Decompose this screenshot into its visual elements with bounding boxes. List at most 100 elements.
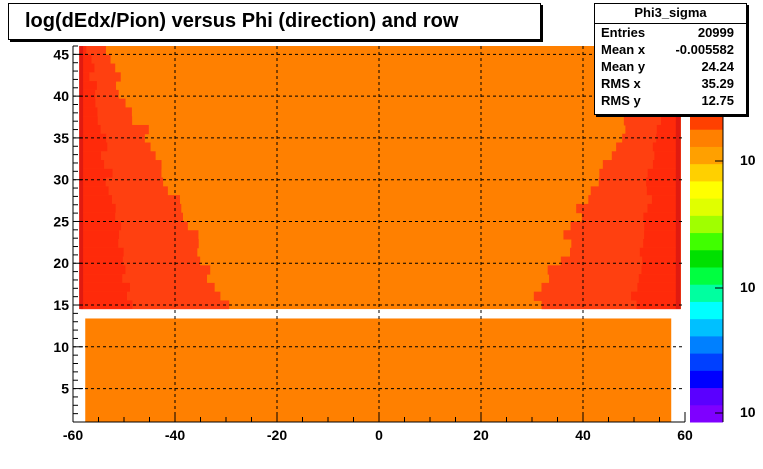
heatmap-cell [80, 247, 124, 258]
stat-value: 20999 [697, 25, 734, 40]
heatmap-cell [541, 282, 680, 293]
heatmap-cell [656, 124, 680, 135]
stat-row-rms-x: RMS x 35.29 [595, 75, 746, 92]
heatmap-cell [80, 151, 102, 161]
heatmap-cell [80, 107, 132, 117]
heatmap-cell [80, 221, 188, 231]
chart-title: log(dEdx/Pion) versus Phi (direction) an… [25, 10, 459, 32]
palette-swatch [690, 249, 723, 268]
y-tick-label: 15 [53, 297, 69, 313]
heatmap-cell [541, 300, 680, 310]
heatmap-cell [80, 212, 184, 222]
heatmap-cell [654, 151, 680, 161]
stat-label: RMS y [601, 93, 641, 108]
palette-tick-label: 10 [740, 404, 756, 420]
heatmap-cell [602, 160, 680, 170]
heatmap-cell [80, 203, 116, 214]
heatmap-cell [675, 46, 681, 310]
heatmap-cell [80, 239, 119, 249]
heatmap-cell [80, 300, 230, 310]
heatmap-cell [80, 168, 113, 179]
heatmap-cell [80, 81, 97, 91]
heatmap-cell [80, 195, 180, 205]
heatmap-cell [563, 230, 680, 240]
heatmap-cell [643, 212, 680, 222]
palette-swatch [690, 353, 723, 371]
stat-label: Entries [601, 25, 646, 40]
x-tick-label: 0 [375, 427, 383, 443]
heatmap-cell [80, 239, 199, 249]
heatmap-cell [636, 300, 680, 310]
x-tick-label: 40 [575, 427, 591, 443]
heatmap-cell [637, 282, 680, 293]
heatmap-cell [80, 256, 201, 266]
palette-swatch [690, 370, 723, 389]
x-tick-label: -40 [165, 427, 185, 443]
heatmap-cell [80, 63, 95, 73]
heatmap-cell [80, 230, 199, 240]
y-tick-label: 5 [61, 381, 69, 397]
heatmap-cell [646, 177, 680, 187]
heatmap-cell [571, 239, 680, 249]
heatmap-cell [80, 89, 119, 100]
heatmap-cell [80, 160, 105, 170]
y-tick-label: 10 [53, 339, 69, 355]
stat-value: -0.005582 [675, 42, 734, 57]
heatmap-cell [639, 247, 680, 258]
heatmap-cell [647, 203, 680, 214]
heatmap-cell [80, 46, 87, 56]
heatmap-cell [581, 212, 680, 222]
heatmap-cell [80, 72, 121, 82]
palette-swatch [690, 198, 723, 216]
heatmap-cell [80, 168, 162, 179]
palette-swatch [690, 284, 723, 302]
stat-value: 24.24 [701, 59, 734, 74]
palette-swatch [690, 146, 723, 165]
heatmap-cell [80, 300, 133, 310]
heatmap-cell [631, 291, 680, 301]
heatmap-cell [80, 177, 106, 187]
heatmap-cell [80, 256, 123, 266]
palette-swatch [690, 163, 723, 182]
x-tick-labels: -60 -40 -20 0 20 40 60 [63, 427, 693, 443]
heatmap-cell [80, 186, 168, 196]
axes [72, 45, 686, 423]
empty-row-band [73, 309, 685, 319]
x-tick-label: 20 [473, 427, 489, 443]
heatmap-cell [549, 274, 680, 284]
y-tick-label: 25 [53, 213, 69, 229]
x-tick-label: -20 [267, 427, 287, 443]
heatmap-cell [599, 168, 680, 179]
heatmap-cell [533, 291, 680, 301]
heatmap-cell [646, 186, 680, 196]
heatmap-cell [80, 133, 145, 144]
stat-label: Mean x [601, 42, 646, 57]
heatmap-cell [80, 98, 126, 108]
heatmap-cell [560, 256, 680, 266]
heatmap-cell [80, 142, 108, 152]
heatmap-cell [644, 221, 680, 231]
stats-histogram-name: Phi3_sigma [595, 4, 746, 24]
grid-lines [73, 46, 685, 422]
heatmap-cell [80, 203, 182, 214]
heatmap-cell [80, 116, 133, 126]
heatmap-cell [80, 46, 106, 56]
heatmap-cell [80, 282, 215, 293]
stat-label: Mean y [601, 59, 646, 74]
heatmap-cell [80, 230, 119, 240]
y-tick-label: 40 [53, 88, 69, 104]
heatmap-cell [661, 116, 680, 126]
heatmap-cell [644, 230, 680, 240]
heatmap-cell [80, 282, 130, 293]
heatmap-cell [80, 72, 90, 82]
palette-swatch [690, 180, 723, 199]
heatmap-cell [576, 203, 680, 214]
heatmap-cell [570, 247, 680, 258]
heatmap-cell [80, 274, 123, 284]
stat-row-mean-y: Mean y 24.24 [595, 58, 746, 75]
heatmap-cell [623, 116, 680, 126]
stat-value: 12.75 [701, 93, 734, 108]
heatmap-cell [647, 168, 680, 179]
